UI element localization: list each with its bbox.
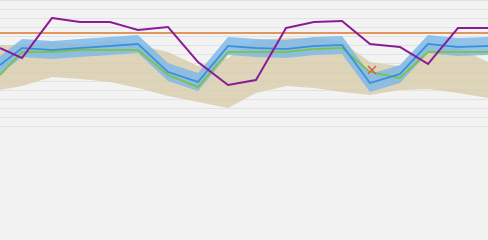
band (0, 38, 488, 108)
series-line (0, 16, 488, 87)
series-line (0, 47, 488, 89)
series-line (0, 43, 488, 85)
chart (0, 0, 488, 129)
marker (367, 65, 377, 75)
